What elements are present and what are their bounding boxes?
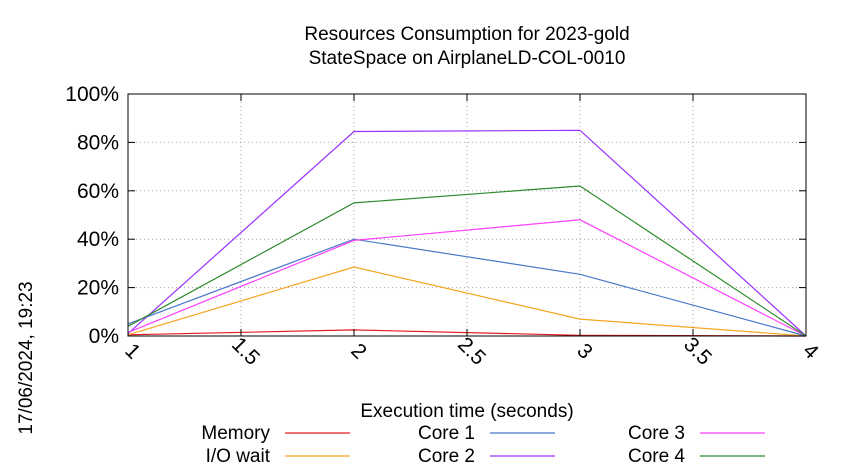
legend-label: Core 1 (418, 423, 475, 444)
y-tick-label: 80% (77, 131, 119, 154)
y-tick-label: 20% (77, 277, 119, 300)
plot-series (127, 129, 807, 337)
y-tick-label: 60% (77, 180, 119, 203)
x-tick-label: 1 (120, 339, 145, 364)
x-tick-label: 3 (572, 339, 597, 364)
x-tick-label: 2.5 (453, 333, 490, 370)
chart-title-line-1: Resources Consumption for 2023-gold (304, 24, 629, 45)
series-line-core-2 (127, 129, 807, 337)
legend-label: I/O wait (206, 446, 271, 467)
x-tick-label: 3.5 (679, 333, 716, 370)
legend-label: Core 2 (418, 446, 475, 467)
legend-label: Memory (201, 423, 270, 444)
x-axis-label: Execution time (seconds) (360, 401, 573, 422)
axis-ticks: 0% 20% 40% 60% 80% 100% 1 1.5 2 2.5 3 3.5 4 (65, 83, 823, 370)
chart-title-line-2: StateSpace on AirplaneLD-COL-0010 (309, 48, 626, 69)
y-tick-label: 40% (77, 228, 119, 251)
timestamp-label: 17/06/2024, 19:23 (16, 281, 37, 434)
x-tick-label: 4 (798, 339, 823, 364)
legend-label: Core 4 (628, 446, 685, 467)
legend-label: Core 3 (628, 423, 685, 444)
series-line-core-1 (127, 238, 807, 337)
y-tick-label: 0% (89, 325, 119, 348)
series-line-core-3 (127, 219, 807, 337)
x-tick-label: 2 (346, 339, 371, 364)
series-line-core-4 (127, 185, 807, 337)
y-tick-label: 100% (65, 83, 119, 106)
series-line-i-o-wait (127, 266, 807, 337)
x-tick-label: 1.5 (227, 333, 264, 370)
